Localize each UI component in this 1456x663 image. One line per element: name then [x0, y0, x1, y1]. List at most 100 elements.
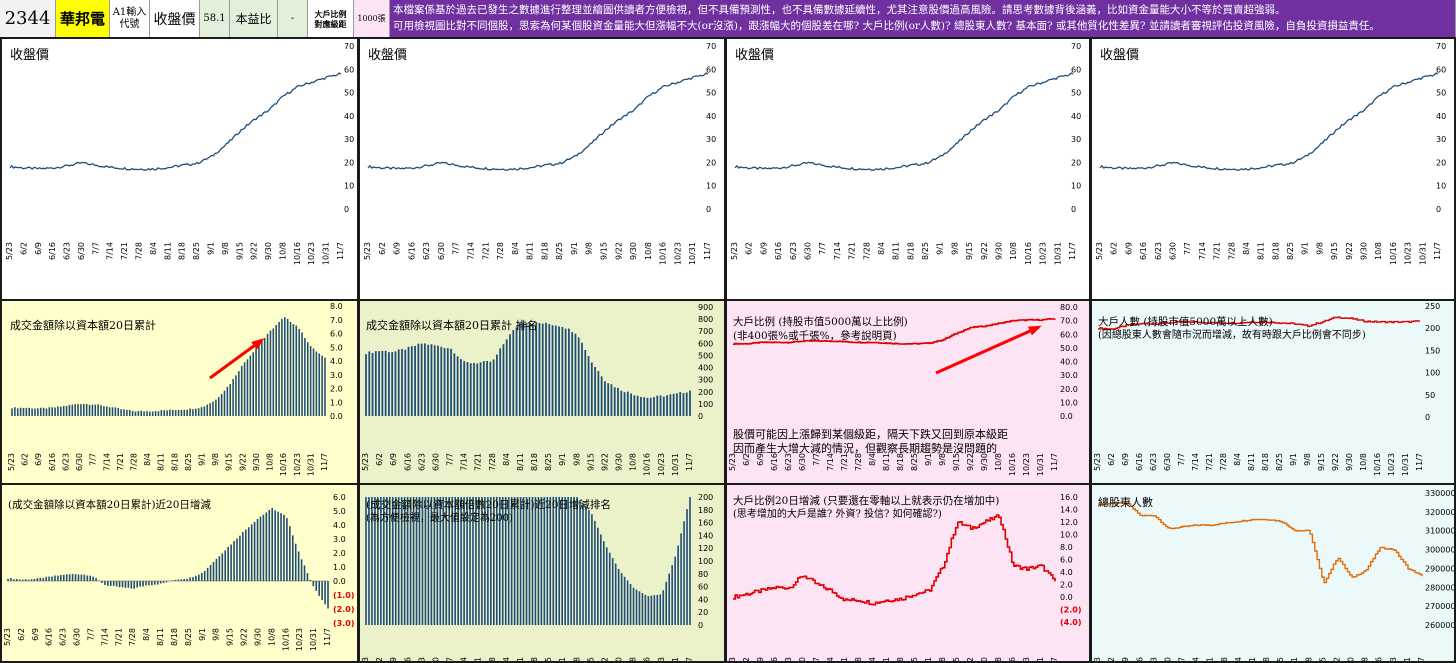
x-tick-label: 10/31 [1036, 657, 1045, 661]
y-tick-label: 30 [706, 135, 716, 144]
bar [659, 395, 662, 416]
bar [582, 503, 584, 625]
bar [662, 396, 665, 416]
bar [433, 345, 436, 416]
bar [574, 333, 577, 416]
x-tick-label: 10/31 [1053, 242, 1062, 265]
bar [623, 392, 626, 416]
bar [95, 578, 97, 581]
x-tick-label: 7/21 [474, 453, 483, 471]
bar [515, 327, 518, 416]
x-tick-label: 6/9 [756, 453, 765, 466]
bar [19, 407, 22, 416]
bar [672, 393, 675, 416]
stock-code-cell[interactable]: 2344 [0, 0, 56, 37]
x-tick-label: 9/8 [212, 628, 221, 641]
holder-level-label-line1: 大戶比例 [314, 8, 347, 19]
bar [579, 500, 581, 625]
bar [301, 332, 303, 416]
x-tick-label: 5/23 [728, 453, 737, 471]
y-tick-label: 300000 [1425, 546, 1454, 555]
x-tick-label: 8/4 [1234, 657, 1243, 661]
x-tick-label: 9/22 [250, 242, 259, 260]
y-tick-label: 0 [344, 205, 349, 214]
bar [183, 579, 185, 581]
bar [151, 581, 153, 586]
x-tick-label: 6/16 [1135, 657, 1144, 661]
bar [306, 573, 309, 581]
bar [98, 580, 100, 581]
bar [540, 497, 543, 625]
bar [151, 411, 154, 416]
x-tick-label: 7/21 [120, 242, 129, 260]
y-tick-label: 260000 [1425, 621, 1454, 630]
panel-title: (成交金額除以資本額20日累計)近20日增減 [8, 499, 211, 511]
x-tick-label: 5/23 [730, 242, 739, 260]
bar [91, 404, 94, 416]
x-tick-label: 9/15 [586, 657, 595, 661]
bar [57, 575, 59, 581]
bar [142, 581, 144, 587]
x-tick-label: 9/8 [950, 242, 959, 255]
x-tick-label: 10/23 [295, 628, 304, 651]
bar [577, 337, 580, 416]
bar [271, 507, 274, 581]
bar [507, 497, 510, 625]
bar [321, 581, 323, 601]
y-tick-label: 320000 [1425, 508, 1454, 517]
x-tick-label: 8/4 [511, 242, 520, 255]
y-tick-label: 40 [1436, 112, 1446, 121]
y-tick-label: 60.0 [1060, 330, 1078, 339]
bar [14, 407, 16, 416]
bar [587, 356, 590, 416]
bar [306, 342, 309, 416]
bar [256, 518, 259, 581]
y-tick-label: 10.0 [1060, 531, 1078, 540]
total-holders-chart: 260000 270000 280000 290000 300000 310000 3200… [1093, 489, 1454, 661]
bar [194, 408, 197, 416]
x-tick-label: 8/4 [143, 453, 152, 466]
x-tick-label: 9/15 [1318, 657, 1327, 661]
bar [309, 346, 312, 416]
x-tick-label: 7/14 [826, 657, 835, 661]
bar [605, 547, 608, 625]
bar [561, 327, 564, 416]
bar [410, 346, 413, 416]
x-tick-label: 6/16 [1135, 453, 1144, 471]
bar [265, 512, 268, 581]
bar [45, 576, 47, 581]
bar [420, 343, 423, 416]
bar [215, 399, 217, 416]
panel-title: 總股東人數 [1098, 496, 1153, 509]
bar [576, 497, 578, 625]
bar [591, 514, 593, 625]
x-tick-label: 8/18 [1261, 453, 1270, 471]
bar [365, 497, 367, 625]
y-tick-label: 6.0 [330, 330, 343, 339]
bar [54, 407, 56, 416]
x-tick-label: 9/1 [558, 657, 567, 661]
y-tick-label: 0 [698, 621, 703, 630]
x-tick-label: 5/23 [1093, 657, 1102, 661]
y-tick-label: 0.0 [1060, 593, 1073, 602]
x-tick-label: 7/28 [1220, 657, 1229, 661]
x-tick-label: 9/22 [600, 657, 609, 661]
bar [51, 407, 53, 416]
x-tick-label: 11/7 [1433, 242, 1442, 260]
bar [262, 514, 265, 581]
bar [107, 581, 109, 586]
x-tick-label: 9/30 [995, 242, 1004, 260]
bar [535, 322, 538, 416]
bar [230, 544, 232, 581]
trend-arrow [935, 325, 1040, 375]
holder-level-value[interactable]: 1000張 [354, 0, 390, 37]
x-tick-label: 6/30 [73, 628, 82, 646]
bar [198, 574, 200, 581]
bar [662, 590, 665, 625]
bar [617, 568, 620, 625]
bar [249, 355, 252, 416]
series-line [733, 318, 1056, 345]
x-tick-label: 8/11 [882, 453, 891, 471]
bar [309, 579, 312, 581]
bar [312, 581, 315, 587]
